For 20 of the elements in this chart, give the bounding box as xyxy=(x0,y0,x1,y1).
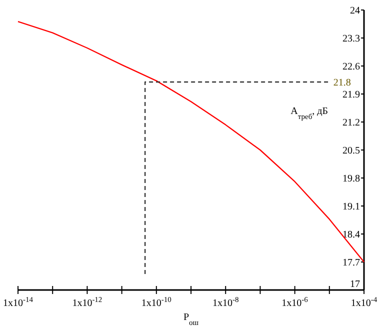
y-tick-label: 19.8 xyxy=(342,174,360,184)
x-tick-label: 1x10$^{-10}$ xyxy=(141,294,172,309)
y-tick-label: 22.6 xyxy=(342,62,360,72)
annotation: 21.8 xyxy=(333,78,351,88)
x-tick-label: 1x10$^{-12}$ xyxy=(72,294,102,309)
x-tick-label: 1x10$^{-14}$ xyxy=(3,294,34,309)
y-tick-label: 17 xyxy=(350,279,360,290)
y-tick-label: 17.7 xyxy=(342,258,360,268)
y-tick-label: 20.5 xyxy=(342,146,360,156)
y-tick-label: 21.2 xyxy=(342,118,360,128)
x-tick-label: 1x10$^{-8}$ xyxy=(212,294,239,309)
x-axis-title: P$_{ош}$ xyxy=(183,312,199,326)
y-tick-label: 23.3 xyxy=(342,34,360,44)
y-tick-label: 19.1 xyxy=(342,202,360,212)
y-axis-title: A$_{треб}$, дБ xyxy=(290,106,328,120)
y-tick-label: 18.4 xyxy=(342,230,360,240)
x-tick-label: 1x10$^{-6}$ xyxy=(282,294,308,309)
y-tick-label: 21.9 xyxy=(342,90,360,100)
x-tick-label: 1x10$^{-4}$ xyxy=(350,294,378,309)
y-tick-label: 24 xyxy=(350,6,360,16)
